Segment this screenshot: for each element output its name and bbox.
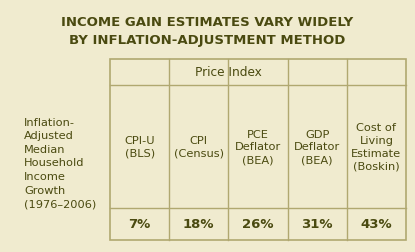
Text: 31%: 31% — [301, 218, 333, 231]
Text: Cost of
Living
Estimate
(Boskin): Cost of Living Estimate (Boskin) — [352, 123, 401, 171]
Text: GDP
Deflator
(BEA): GDP Deflator (BEA) — [294, 129, 340, 165]
Text: Price Index: Price Index — [195, 66, 262, 79]
Bar — [110, 60, 406, 240]
Text: CPI
(Census): CPI (Census) — [174, 136, 224, 158]
Text: INCOME GAIN ESTIMATES VARY WIDELY: INCOME GAIN ESTIMATES VARY WIDELY — [61, 16, 354, 29]
Text: 43%: 43% — [361, 218, 392, 231]
Text: PCE
Deflator
(BEA): PCE Deflator (BEA) — [235, 129, 281, 165]
Text: 18%: 18% — [183, 218, 215, 231]
Text: 26%: 26% — [242, 218, 274, 231]
Text: Inflation-
Adjusted
Median
Household
Income
Growth
(1976–2006): Inflation- Adjusted Median Household Inc… — [24, 117, 96, 208]
Text: BY INFLATION-ADJUSTMENT METHOD: BY INFLATION-ADJUSTMENT METHOD — [69, 34, 346, 47]
Text: 7%: 7% — [129, 218, 151, 231]
Text: CPI-U
(BLS): CPI-U (BLS) — [124, 136, 155, 158]
